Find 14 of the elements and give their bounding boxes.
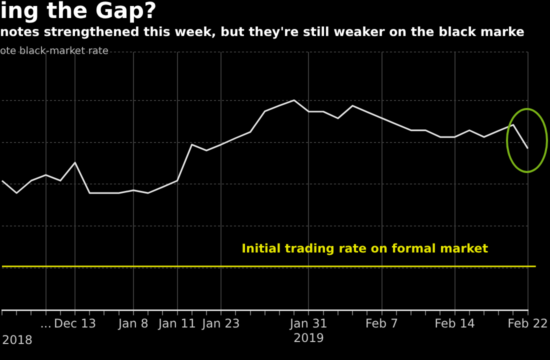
chart-subtitle: notes strengthened this week, but they're still weaker on the black marke [0, 24, 524, 39]
x-tick-label: ... [40, 316, 52, 331]
x-tick-label: Feb 22 [508, 316, 548, 331]
y-axis-title: ote black-market rate [0, 46, 109, 57]
x-tick-label: Jan 11 [157, 316, 196, 331]
x-tick-label: Jan 23 [201, 316, 240, 331]
x-tick-label: Feb 7 [365, 316, 398, 331]
x-tick-label: Feb 14 [434, 316, 475, 331]
x-tick-label: Dec 13 [54, 316, 96, 331]
ref-line-label: Initial trading rate on formal market [242, 241, 488, 256]
text: 2018 [2, 333, 33, 348]
x-tick-label: Jan 8 [117, 316, 148, 331]
x-tick-label: Jan 31 2019 [288, 316, 328, 345]
chart-title: ing the Gap? [0, 0, 157, 24]
